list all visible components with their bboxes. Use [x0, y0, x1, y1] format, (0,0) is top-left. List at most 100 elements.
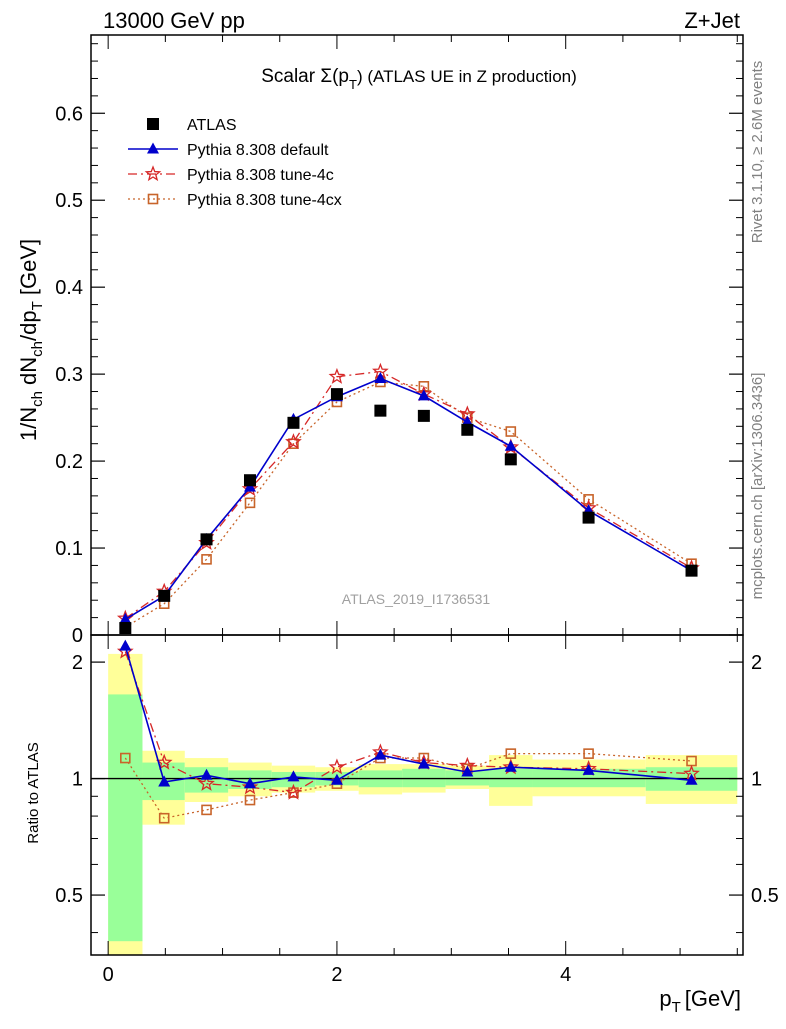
main-title-rest: ) (ATLAS UE in Z production): [357, 67, 577, 86]
legend-item-atlas: ATLAS: [147, 117, 237, 134]
main-point-tune4cx: [244, 497, 256, 509]
main-point-default: [461, 415, 474, 427]
ratio-ylabel: Ratio to ATLAS: [25, 742, 42, 843]
main-point-atlas: [243, 474, 256, 487]
legend-marker-atlas: [147, 118, 159, 130]
ratio-point-default: [417, 757, 430, 769]
main-point-atlas: [119, 622, 132, 635]
main-point-tune4cx: [583, 494, 594, 505]
main-line-tune4c: [124, 370, 692, 620]
ratio-point-default: [504, 760, 517, 772]
main-point-tune4cx: [288, 438, 299, 449]
main-ytick-label: 0.6: [55, 103, 83, 125]
main-series-atlas: [119, 388, 698, 635]
ratio-point-default: [374, 748, 387, 760]
main-point-atlas: [582, 511, 595, 524]
ratio-point-default: [287, 770, 300, 782]
ratio-xlabel: pT [GeV]: [659, 986, 741, 1016]
ratio-band-green: [445, 770, 490, 786]
main-title-main: Scalar Σ(p: [261, 66, 349, 87]
ratio-point-default: [330, 773, 343, 785]
main-panel: 0 0.1 0.2 0.3 0.4 0.5 0.6 Scalar Σ(pT) (ATLAS …: [16, 34, 744, 647]
main-point-atlas: [287, 416, 300, 429]
main-ytick-label: 0: [72, 625, 83, 647]
ratio-axis-ticks: 0.5 0.5 1 1 2 2 0 2 4: [55, 635, 779, 986]
legend-item-default: Pythia 8.308 default: [128, 142, 329, 159]
ratio-point-tune4cx: [120, 752, 131, 764]
ratio-point-default: [582, 763, 595, 775]
main-ytick-label: 0.5: [55, 190, 83, 212]
main-point-tune4c: [241, 480, 259, 497]
main-point-atlas: [330, 388, 343, 401]
legend-marker-default: [147, 142, 159, 154]
ratio-point-default: [200, 768, 213, 780]
ratio-point-tune4cx: [505, 748, 517, 759]
main-point-atlas: [200, 533, 213, 546]
ratio-point-tune4cx: [244, 794, 256, 806]
main-point-default: [417, 389, 430, 401]
ratio-frame: [90, 634, 744, 956]
svg-text:1/Nch dNch/dpT [GeV]: 1/Nch dNch/dpT [GeV]: [16, 239, 46, 441]
header-right: Z+Jet: [684, 8, 740, 33]
legend-marker-tune4c: [144, 165, 162, 182]
main-point-atlas: [461, 423, 474, 436]
legend: ATLAS Pythia 8.308 default Pythia 8.308 tu…: [128, 117, 342, 209]
ratio-point-tune4cx: [158, 812, 170, 824]
main-point-tune4c: [285, 433, 302, 450]
main-point-default: [374, 371, 387, 383]
legend-item-tune4c: Pythia 8.308 tune-4c: [128, 165, 334, 184]
main-line-tune4cx: [124, 381, 692, 628]
main-point-tune4c: [328, 367, 346, 384]
ratio-point-tune4c: [198, 774, 215, 791]
main-title-sub: T: [349, 77, 357, 92]
main-point-atlas: [158, 589, 171, 602]
ratio-xtick-label: 0: [103, 964, 114, 986]
ratio-ytick-label-right: 2: [751, 652, 762, 674]
ratio-ytick-label-right: 0.5: [751, 885, 779, 907]
legend-item-tune4cx: Pythia 8.308 tune-4cx: [128, 192, 342, 209]
ratio-point-tune4cx: [201, 804, 212, 816]
ratio-point-tune4cx: [583, 748, 594, 759]
main-point-atlas: [685, 564, 698, 577]
ratio-panel: 0.5 0.5 1 1 2 2 0 2 4 Ratio to ATLAS pT [GeV]: [25, 634, 779, 1016]
ratio-point-default: [158, 775, 171, 787]
main-series-layer: [116, 362, 700, 635]
ratio-series-default: [119, 639, 698, 789]
ratio-bands: [91, 653, 743, 955]
ratio-ytick-label: 2: [72, 652, 83, 674]
ratio-point-tune4c: [328, 758, 346, 775]
ratio-xlabel-unit: [GeV]: [685, 986, 741, 1011]
ratio-point-default: [119, 639, 132, 651]
main-ytick-label: 0.1: [55, 538, 83, 560]
main-ytick-label: 0.3: [55, 364, 83, 386]
ratio-line-default: [124, 645, 692, 785]
legend-label-tune4c: Pythia 8.308 tune-4c: [187, 167, 334, 184]
ratio-point-default: [461, 765, 474, 777]
main-title: Scalar Σ(pT) (ATLAS UE in Z production): [261, 66, 577, 92]
legend-label-atlas: ATLAS: [187, 117, 237, 134]
ratio-series-layer: [116, 639, 700, 824]
main-point-tune4cx: [201, 554, 212, 565]
main-point-atlas: [374, 404, 387, 417]
mcplots-label: mcplots.cern.ch [arXiv:1306.3436]: [749, 373, 766, 600]
legend-label-default: Pythia 8.308 default: [187, 142, 329, 159]
ratio-xtick-label: 2: [331, 964, 342, 986]
header-left: 13000 GeV pp: [103, 8, 245, 33]
main-point-atlas: [417, 409, 430, 422]
ratio-xtick-label: 4: [560, 964, 571, 986]
main-series-tune4cx: [120, 376, 697, 633]
legend-marker-tune4cx: [147, 193, 159, 205]
main-ytick-label: 0.4: [55, 277, 83, 299]
main-point-default: [119, 612, 132, 624]
main-ylabel: 1/Nch dNch/dpT [GeV]: [16, 239, 46, 441]
main-series-tune4c: [116, 362, 700, 626]
ratio-point-default: [243, 777, 256, 789]
ratio-point-default: [685, 773, 698, 785]
ratio-point-tune4c: [241, 778, 259, 795]
legend-label-tune4cx: Pythia 8.308 tune-4cx: [187, 192, 342, 209]
ratio-xlabel-main: p: [659, 986, 671, 1011]
main-point-tune4cx: [505, 426, 517, 437]
main-point-atlas: [504, 453, 517, 466]
